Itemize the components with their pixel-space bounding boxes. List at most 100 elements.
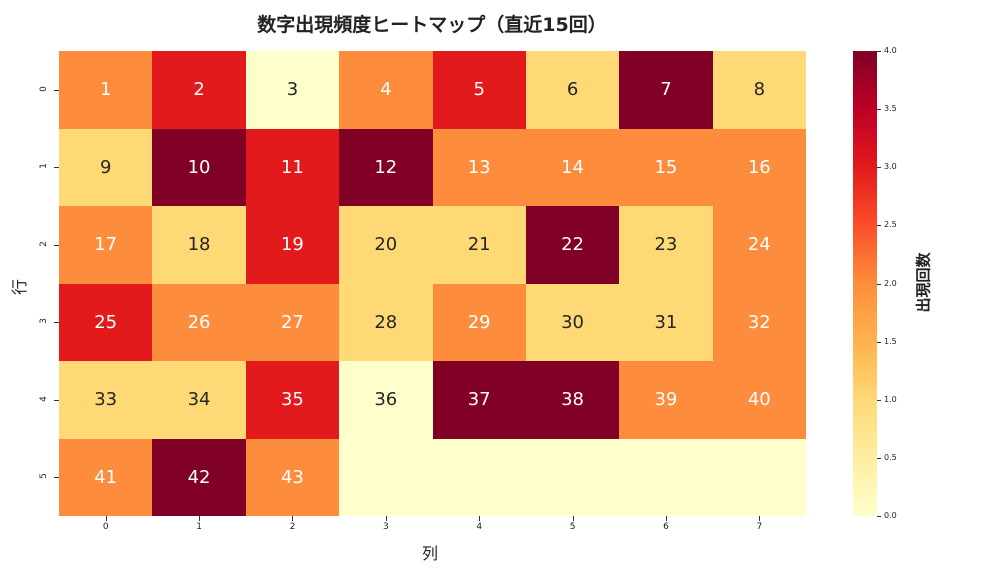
- heatmap-cell: 43: [245, 438, 340, 516]
- heatmap-cell: 5: [432, 51, 526, 129]
- heatmap-cell: 3: [245, 51, 340, 129]
- x-tick-mark: [105, 516, 107, 521]
- heatmap-cell: 11: [245, 128, 340, 206]
- x-axis-label: 列: [422, 544, 439, 563]
- heatmap-cell: 37: [432, 361, 526, 439]
- heatmap-cell: 13: [432, 128, 526, 206]
- y-tick-label: 3: [39, 318, 49, 325]
- heatmap-cell: 8: [712, 51, 806, 129]
- heatmap-cell: 40: [712, 361, 806, 439]
- colorbar-tick-mark: [877, 51, 881, 52]
- x-tick-mark: [385, 516, 387, 521]
- colorbar-tick-label: 3.0: [884, 162, 897, 172]
- x-tick-mark: [759, 516, 761, 521]
- x-tick-mark: [665, 516, 667, 521]
- heatmap-cell: [432, 438, 526, 516]
- heatmap-cell: 42: [152, 438, 246, 516]
- chart-title: 数字出現頻度ヒートマップ（直近15回）: [257, 14, 607, 36]
- heatmap-cell: 15: [619, 128, 713, 206]
- heatmap-cell: 24: [712, 206, 806, 284]
- heatmap-cell: 27: [245, 283, 340, 361]
- heatmap-cell: [712, 438, 806, 516]
- heatmap-cell: 34: [152, 361, 246, 439]
- x-tick-mark: [199, 516, 201, 521]
- colorbar-tick-mark: [877, 399, 881, 401]
- heatmap-cell: 4: [339, 51, 433, 129]
- heatmap-cell: 1: [59, 51, 153, 129]
- heatmap-cell: 17: [59, 206, 153, 284]
- heatmap-cell: 39: [619, 361, 713, 439]
- colorbar: [853, 51, 877, 516]
- y-axis-label: 行: [10, 278, 30, 296]
- x-tick-mark: [572, 516, 574, 521]
- y-tick-label: 1: [39, 163, 49, 170]
- heatmap-cell: 36: [339, 361, 433, 439]
- heatmap-cell: 12: [339, 128, 433, 206]
- heatmap-cell: 29: [432, 283, 526, 361]
- heatmap-cell: 32: [712, 283, 806, 361]
- y-tick-label: 4: [39, 395, 49, 402]
- colorbar-tick-mark: [877, 516, 881, 517]
- colorbar-tick-mark: [877, 283, 881, 285]
- y-tick-mark: [54, 477, 59, 479]
- colorbar-tick-mark: [877, 341, 881, 343]
- y-tick-label: 2: [39, 240, 49, 247]
- x-tick-mark: [292, 516, 294, 521]
- x-tick-label: 4: [476, 522, 483, 532]
- heatmap-cell: 14: [525, 128, 620, 206]
- colorbar-tick-label: 0.5: [884, 452, 897, 462]
- heatmap-cell: 10: [152, 128, 246, 206]
- heatmap-cell: 22: [525, 206, 620, 284]
- y-tick-mark: [54, 244, 59, 246]
- x-tick-label: 1: [196, 522, 202, 532]
- heatmap-cell: 35: [245, 361, 340, 439]
- heatmap-cell: 33: [59, 361, 153, 439]
- x-tick-label: 0: [102, 522, 109, 532]
- y-tick-mark: [54, 399, 59, 401]
- x-tick-label: 3: [382, 522, 389, 532]
- colorbar-tick-label: 0.0: [884, 511, 897, 520]
- colorbar-tick-mark: [877, 109, 881, 111]
- heatmap-cell: [525, 438, 620, 516]
- colorbar-label: 出現回数: [914, 252, 933, 313]
- heatmap-cell: 25: [59, 283, 153, 361]
- x-tick-label: 7: [756, 522, 763, 532]
- heatmap-cell: 9: [59, 128, 153, 206]
- x-tick-label: 2: [289, 522, 296, 532]
- colorbar-tick-label: 2.5: [884, 220, 897, 230]
- y-tick-mark: [54, 322, 59, 324]
- x-tick-label: 6: [663, 522, 669, 532]
- heatmap-cell: 2: [152, 51, 246, 129]
- y-tick-label: 5: [39, 473, 49, 480]
- heatmap-cell: 41: [59, 438, 153, 516]
- heatmap-grid: 1 2 3 4 5 6 7 8 9 10 11 12 13 14 15 16 17 18 19 20 21 22 23 24 2…: [59, 51, 806, 516]
- heatmap-cell: 7: [619, 51, 713, 129]
- heatmap-cell: 23: [619, 206, 713, 284]
- y-tick-label: 0: [39, 85, 49, 92]
- colorbar-tick-mark: [877, 225, 881, 227]
- x-tick-label: 5: [569, 522, 576, 532]
- colorbar-tick-mark: [877, 167, 881, 169]
- heatmap-cell: 6: [525, 51, 620, 129]
- heatmap-cell: 16: [712, 128, 806, 206]
- heatmap-cell: 19: [245, 206, 340, 284]
- heatmap-cell: [619, 438, 713, 516]
- heatmap-cell: 26: [152, 283, 246, 361]
- colorbar-tick-label: 4.0: [884, 46, 897, 55]
- colorbar-tick-label: 1.5: [884, 336, 897, 346]
- colorbar-tick-mark: [877, 457, 881, 459]
- y-tick-mark: [54, 167, 59, 169]
- heatmap-cell: 28: [339, 283, 433, 361]
- colorbar-tick-label: 2.0: [884, 278, 897, 288]
- x-tick-mark: [479, 516, 481, 521]
- heatmap-cell: 31: [619, 283, 713, 361]
- heatmap-cell: 30: [525, 283, 620, 361]
- heatmap-cell: 21: [432, 206, 526, 284]
- heatmap-cell: 18: [152, 206, 246, 284]
- colorbar-tick-label: 3.5: [884, 104, 897, 114]
- heatmap-cell: 20: [339, 206, 433, 284]
- colorbar-tick-label: 1.0: [884, 394, 897, 404]
- y-tick-mark: [54, 89, 59, 91]
- heatmap-cell: [339, 438, 433, 516]
- heatmap-cell: 38: [525, 361, 620, 439]
